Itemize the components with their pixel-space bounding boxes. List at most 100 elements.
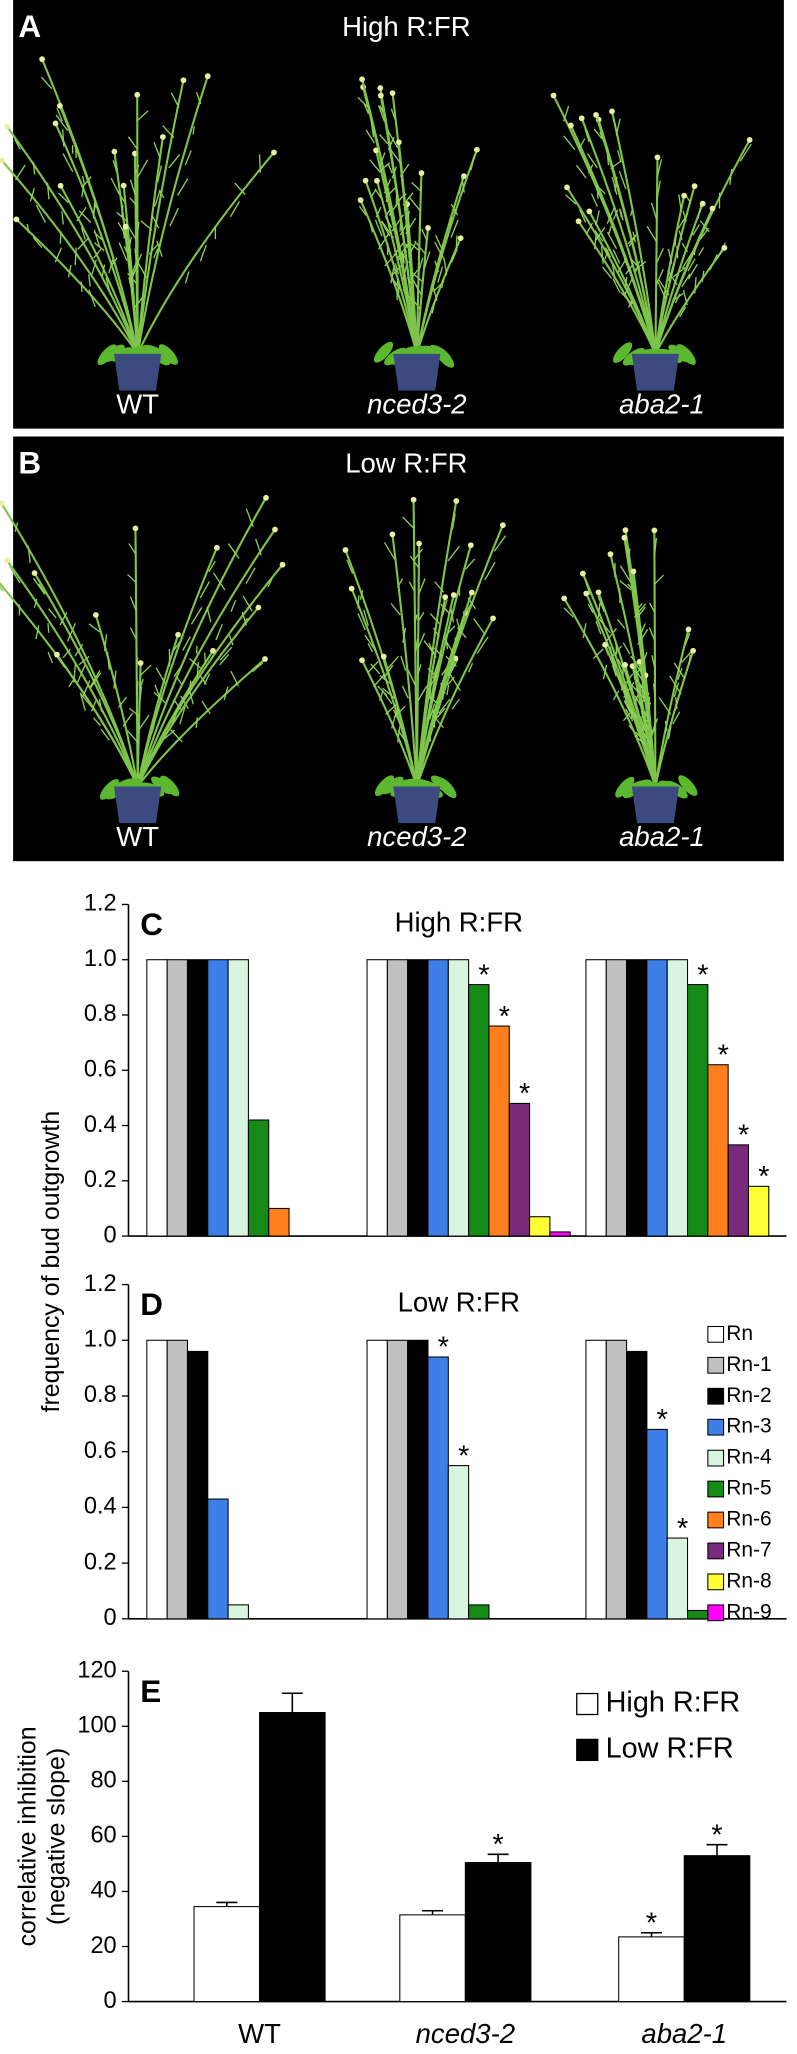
branch xyxy=(623,700,631,713)
panel-label: E xyxy=(140,1674,161,1709)
branch xyxy=(369,223,374,233)
legend-swatch xyxy=(707,1325,725,1343)
branch xyxy=(75,145,77,158)
y-tick-label: 0.4 xyxy=(84,1493,117,1519)
stem xyxy=(136,497,267,787)
branch xyxy=(82,680,91,698)
flower xyxy=(377,85,384,91)
branch xyxy=(432,627,440,638)
stem xyxy=(361,659,418,787)
branch xyxy=(408,581,416,592)
y-tick-label: 0 xyxy=(104,1221,117,1247)
branch xyxy=(609,646,615,666)
bar xyxy=(186,1350,209,1620)
branch xyxy=(612,209,619,220)
branch xyxy=(78,210,92,223)
branch xyxy=(587,153,598,169)
branch xyxy=(88,289,96,308)
branch xyxy=(245,567,256,584)
branch xyxy=(104,634,108,652)
stem xyxy=(391,534,418,787)
branch xyxy=(62,153,74,173)
legend-swatch xyxy=(707,1511,725,1529)
branch xyxy=(378,152,386,168)
branch xyxy=(124,230,128,240)
bar xyxy=(747,1185,770,1237)
branch xyxy=(468,662,474,673)
flower xyxy=(359,657,365,664)
bar xyxy=(193,1906,261,2003)
flower xyxy=(122,223,129,230)
branch xyxy=(137,261,148,279)
branch xyxy=(450,219,459,238)
branch xyxy=(678,306,687,318)
branch xyxy=(401,252,405,264)
branch xyxy=(189,690,194,705)
branch xyxy=(130,261,137,277)
bar xyxy=(146,959,168,1237)
branch xyxy=(617,619,626,629)
significance-mark: * xyxy=(718,1039,729,1071)
chart-title: Low R:FR xyxy=(398,1286,520,1317)
branch xyxy=(648,627,656,641)
bar xyxy=(166,959,188,1237)
bar xyxy=(585,959,607,1237)
branch xyxy=(681,273,691,288)
stem xyxy=(610,111,657,355)
branch xyxy=(470,153,477,171)
branch xyxy=(129,197,138,207)
branch xyxy=(612,278,621,294)
branch xyxy=(61,211,64,225)
significance-mark: * xyxy=(646,1907,657,1939)
y-tick-label: 0.6 xyxy=(84,1437,117,1463)
branch xyxy=(426,706,438,721)
branch xyxy=(109,257,118,268)
branch xyxy=(445,655,457,667)
branch xyxy=(377,105,386,122)
branch xyxy=(584,128,590,143)
branch xyxy=(383,542,396,560)
branch xyxy=(429,681,432,700)
branch xyxy=(682,289,688,306)
legend-swatch xyxy=(707,1418,725,1436)
legend-label: Rn-5 xyxy=(726,1477,771,1500)
branch xyxy=(101,264,106,277)
branch xyxy=(602,266,613,279)
flower xyxy=(210,647,216,654)
legend-swatch xyxy=(707,1449,725,1467)
branch xyxy=(116,211,128,222)
bar xyxy=(529,1216,551,1237)
branch xyxy=(476,636,489,654)
branch xyxy=(215,623,223,641)
branch xyxy=(619,208,623,218)
branch xyxy=(587,164,594,174)
branch xyxy=(672,711,681,725)
branch xyxy=(694,277,697,294)
legend-swatch xyxy=(707,1604,725,1622)
bar xyxy=(605,959,628,1237)
flower xyxy=(39,56,45,63)
branch xyxy=(47,651,54,664)
pot xyxy=(631,786,680,824)
legend-label: Rn-9 xyxy=(726,1600,771,1623)
leaf xyxy=(381,776,404,795)
branch xyxy=(128,543,137,555)
x-tick-label: aba2-1 xyxy=(641,2018,727,2049)
pot xyxy=(393,353,441,391)
branch xyxy=(132,296,144,310)
branch xyxy=(163,729,176,740)
branch xyxy=(179,706,186,725)
branch xyxy=(421,228,428,241)
flower xyxy=(137,660,144,666)
branch xyxy=(432,286,438,301)
branch xyxy=(634,695,641,705)
branch xyxy=(196,662,199,680)
y-tick-label: 120 xyxy=(77,1656,116,1682)
flower xyxy=(120,182,127,189)
branch xyxy=(169,207,179,227)
legend-label: Low R:FR xyxy=(606,1733,734,1765)
branch xyxy=(612,249,621,264)
branch xyxy=(55,114,69,131)
branch xyxy=(656,180,661,199)
flower xyxy=(690,647,696,654)
